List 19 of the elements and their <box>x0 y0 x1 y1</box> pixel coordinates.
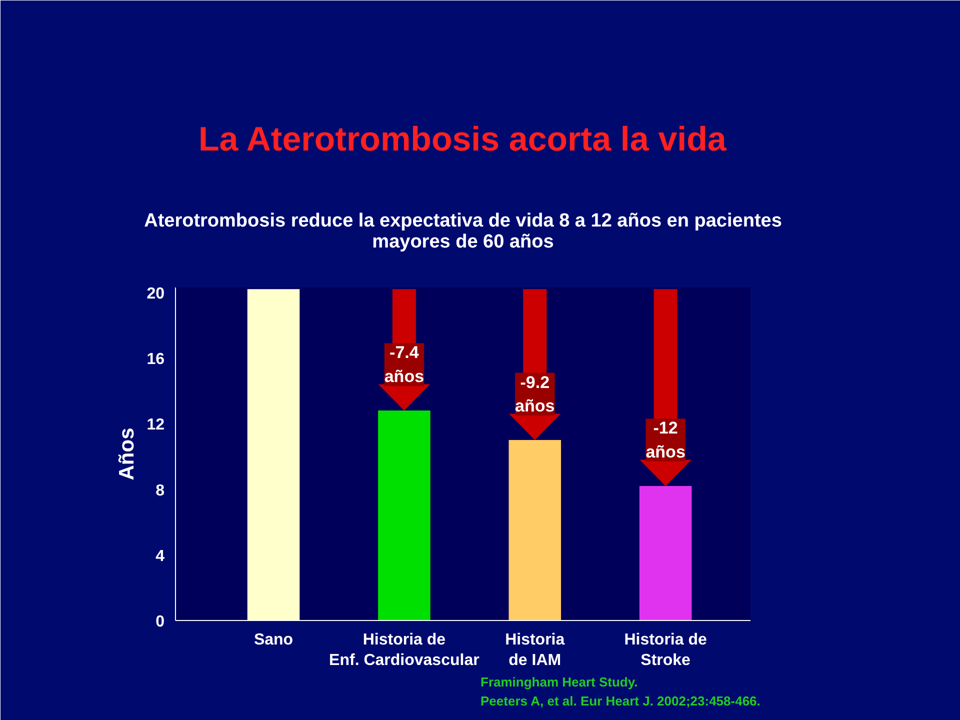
annotation: -9.2 años <box>515 372 555 416</box>
bar <box>247 289 300 620</box>
y-axis-title: Años <box>116 428 139 480</box>
chart-title: La Aterotrombosis acorta la vida <box>198 120 728 158</box>
y-tick-label: 12 <box>146 416 165 434</box>
y-tick-label: 8 <box>156 482 165 500</box>
text: Framingham Heart Study. <box>480 674 638 690</box>
y-tick-label: 20 <box>146 285 165 302</box>
chart-subtitle: Aterotrombosis reduce la expectativa de vida 8 a 12 años en pacientes mayores de 60 años <box>144 210 782 252</box>
annotation: -12 años <box>646 418 686 462</box>
text: Peeters A, et al. Eur Heart J. 2002;23:458-466. <box>480 694 760 708</box>
x-tick-label: Historia de Enf. Cardiovascular <box>329 632 480 669</box>
y-tick-label: 0 <box>156 614 165 630</box>
x-tick-label: Historia de IAM <box>505 632 565 669</box>
x-tick-label: Historia de Stroke <box>624 632 707 669</box>
y-tick-label: 16 <box>146 351 165 368</box>
x-tick-label: Sano <box>254 632 294 648</box>
y-tick-label: 4 <box>156 548 165 565</box>
annotation: -7.4 años <box>384 343 424 386</box>
